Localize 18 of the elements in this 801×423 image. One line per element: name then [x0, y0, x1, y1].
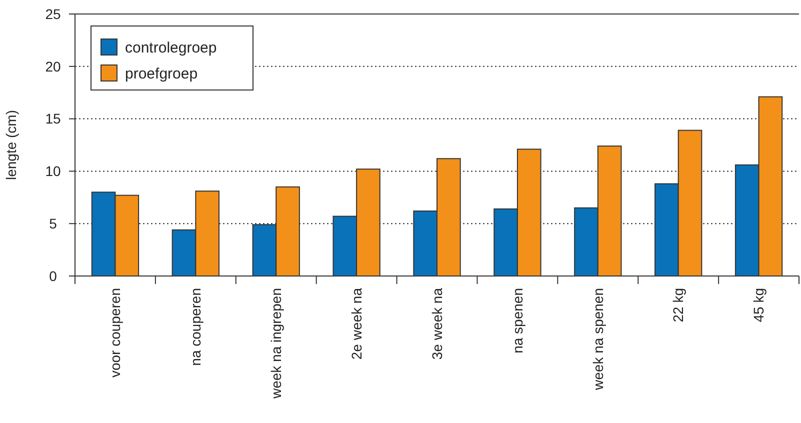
legend-label: proefgroep: [125, 65, 198, 82]
y-axis-title: lengte (cm): [3, 110, 19, 180]
x-tick-label: 2e week na: [348, 288, 364, 360]
y-tick-label: 10: [45, 163, 61, 180]
x-tick-label: 22 kg: [670, 288, 686, 322]
y-tick-label: 20: [45, 58, 61, 74]
x-tick-label: na spenen: [509, 288, 526, 354]
x-tick-label: na couperen: [188, 288, 204, 366]
y-tick-label: 25: [45, 6, 61, 22]
y-tick-label: 5: [49, 216, 58, 232]
x-tick-label: voor couperen: [107, 288, 124, 378]
y-tick-label: 15: [45, 110, 61, 127]
y-tick-label: 0: [49, 268, 58, 284]
x-tick-label: 3e week na: [428, 288, 445, 360]
x-tick-label: 45 kg: [750, 288, 767, 322]
legend-label: controlegroep: [125, 39, 217, 56]
x-tick-label: week na spenen: [590, 288, 606, 391]
x-tick-label: week na ingrepen: [268, 288, 284, 400]
